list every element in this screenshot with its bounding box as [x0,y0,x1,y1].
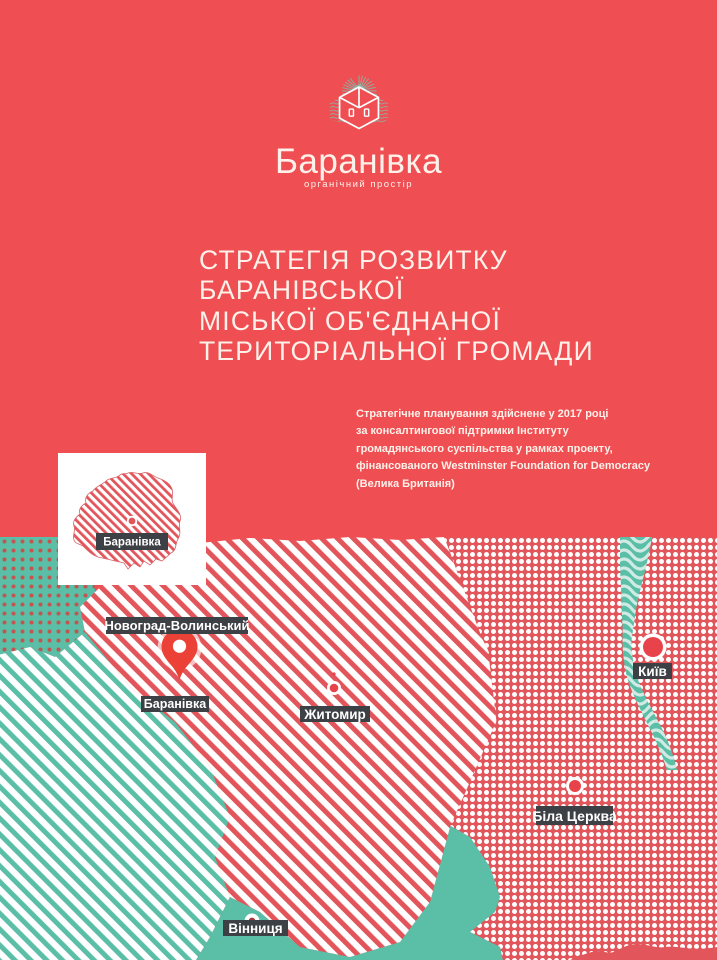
svg-text:Баранівка: Баранівка [103,537,161,549]
